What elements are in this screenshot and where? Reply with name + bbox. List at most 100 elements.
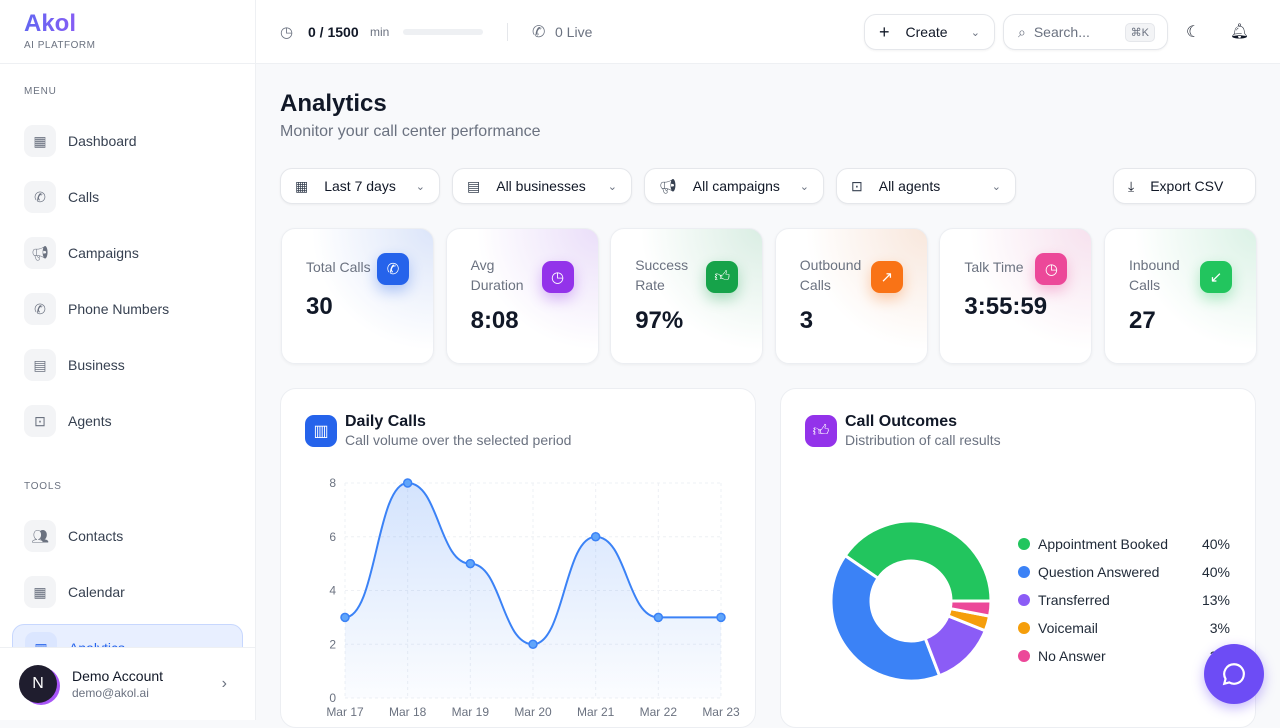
stat-label: Avg Duration [470,257,524,293]
legend-label: Appointment Booked [1038,536,1168,552]
calendar-icon: ▦ [295,177,309,194]
usage-unit: min [370,24,390,39]
series-line [344,481,721,646]
y-tick-label: 0 [329,691,336,705]
phone-icon: ✆ [24,293,56,325]
donut-slice[interactable] [843,519,993,603]
daily-calls-title: Daily Calls [345,413,426,430]
account-menu[interactable]: N Demo Account demo@akol.ai › [0,647,255,720]
data-point[interactable] [590,532,601,542]
export-csv-button[interactable]: ⤓ Export CSV [1113,168,1256,204]
divider [507,22,508,41]
y-tick-label: 6 [329,530,336,544]
filter-last-7-days[interactable]: ▦ Last 7 days ⌄ [280,168,440,204]
legend-swatch [1018,538,1030,550]
bell-icon[interactable]: 🔔︎ [1230,23,1250,40]
x-tick-label: Mar 20 [514,705,552,719]
sidebar-item-dashboard[interactable]: ▦ Dashboard [12,117,243,165]
building-icon: ▤ [467,177,481,194]
stat-icon: ◷ [541,261,574,293]
chevron-down-icon: ⌄ [415,180,425,193]
usage-progress-bar [403,28,483,35]
legend-item: Voicemail 3% [1018,620,1230,636]
x-tick-label: Mar 19 [452,705,490,719]
create-label: Create [905,24,948,40]
stat-card: Total Calls ✆ 30 [281,228,434,364]
stat-value: 3:55:59 [964,293,1048,320]
data-point[interactable] [340,612,350,623]
y-tick-label: 8 [329,476,336,490]
usage-value: 0 / 1500 [308,23,359,40]
sidebar-item-label: Contacts [68,528,124,544]
chevron-down-icon: ⌄ [607,180,617,193]
legend-label: No Answer [1038,648,1106,664]
data-point[interactable] [528,639,538,649]
stat-card: Outbound Calls ↗ 3 [774,228,928,364]
x-tick-label: Mar 22 [640,705,678,719]
sidebar-item-calendar[interactable]: ▦ Calendar [12,568,243,616]
stat-card: Inbound Calls ↙ 27 [1104,228,1257,364]
stat-label: Success Rate [635,257,689,293]
stat-card: Success Rate 👍︎ 97% [610,228,764,364]
stat-value: 97% [635,307,684,334]
stat-value: 8:08 [470,307,519,334]
sidebar-item-business[interactable]: ▤ Business [12,341,243,389]
thumbs-up-icon: 👍︎ [805,415,837,447]
chevron-right-icon: › [221,675,227,692]
filter-all-agents[interactable]: ⊡ All agents ⌄ [836,168,1016,204]
filter-all-campaigns[interactable]: 📢︎ All campaigns ⌄ [644,168,824,204]
stat-value: 30 [306,293,333,320]
clock-icon: ◷ [280,23,294,41]
building-icon: ▤ [24,349,56,381]
legend-swatch [1018,622,1030,634]
filter-all-businesses[interactable]: ▤ All businesses ⌄ [452,168,632,204]
sidebar-item-label: Agents [68,413,112,429]
sidebar-item-label: Calls [68,189,100,205]
avatar: N [19,665,57,703]
stat-label: Outbound Calls [799,257,862,293]
sidebar-item-phone-numbers[interactable]: ✆ Phone Numbers [12,285,243,333]
shortcut-badge: ⌘K [1124,22,1155,42]
megaphone-icon: 📢︎ [659,177,677,194]
sidebar: Akol AI PLATFORM MENU ▦ Dashboard ✆ Calls 📢︎… [0,0,256,720]
account-name: Demo Account [72,668,164,684]
legend-item: Appointment Booked 40% [1018,536,1230,552]
legend-label: Question Answered [1038,564,1160,580]
call-outcomes-title: Call Outcomes [845,413,958,430]
sidebar-item-label: Phone Numbers [68,301,170,317]
live-count: 0 Live [555,23,593,40]
sidebar-item-contacts[interactable]: 👥︎ Contacts [12,512,243,560]
x-tick-label: Mar 23 [702,705,740,719]
sidebar-item-agents[interactable]: ⊡ Agents [12,397,243,445]
donut-slice[interactable] [829,553,942,683]
moon-icon[interactable]: ☾ [1186,24,1201,41]
plus-icon: + [879,21,890,42]
bot-icon: ⊡ [851,177,863,194]
phone-icon: ✆ [24,181,56,213]
stat-icon: 👍︎ [706,261,739,293]
area-fill [345,483,721,698]
brand-tagline: AI PLATFORM [24,40,96,51]
data-point[interactable] [465,558,476,569]
legend-value: 40% [1201,536,1230,552]
y-tick-label: 2 [329,637,336,651]
data-point[interactable] [716,612,726,623]
megaphone-icon: 📢︎ [24,237,56,269]
search-input[interactable]: ⌕ Search... ⌘K [1003,14,1168,50]
chat-button[interactable] [1204,644,1264,704]
sidebar-item-campaigns[interactable]: 📢︎ Campaigns [12,229,243,277]
search-icon: ⌕ [1018,23,1026,40]
sidebar-item-calls[interactable]: ✆ Calls [12,173,243,221]
donut-slice[interactable] [948,599,993,618]
create-button[interactable]: + Create ⌄ [864,14,995,50]
legend-swatch [1018,594,1030,606]
legend-value: 3% [1209,620,1230,636]
legend-label: Voicemail [1038,620,1098,636]
stat-card: Avg Duration ◷ 8:08 [445,228,599,364]
data-point[interactable] [402,478,413,488]
sidebar-item-label: Calendar [68,584,125,600]
stat-icon: ✆ [377,253,409,285]
data-point[interactable] [653,612,664,623]
export-label: Export CSV [1150,178,1224,194]
logo[interactable]: Akol AI PLATFORM [0,0,255,64]
